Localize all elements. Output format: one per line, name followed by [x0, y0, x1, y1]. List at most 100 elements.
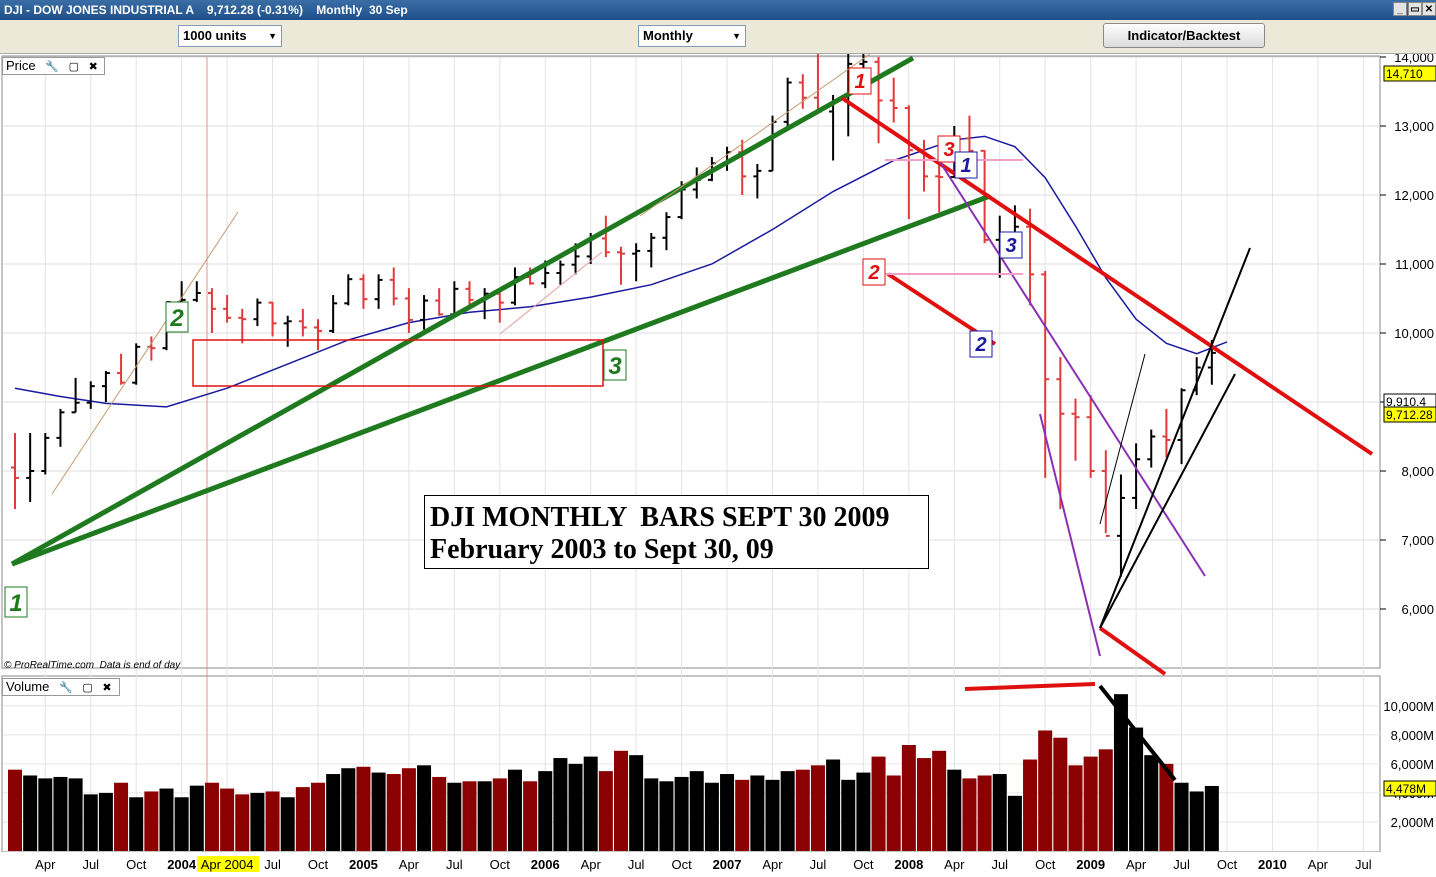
price-tick-label: 8,000 — [1401, 464, 1434, 479]
price-panel-header: Price 🔧 ▢ ✖ — [2, 57, 105, 75]
price-bar — [1116, 474, 1125, 577]
volume-bar — [810, 765, 825, 851]
x-tick-label: 2009 — [1076, 857, 1105, 872]
volume-bar — [265, 791, 280, 851]
volume-bar — [568, 763, 583, 851]
price-bar — [889, 77, 898, 123]
volume-bar — [417, 765, 432, 851]
x-tick-label: Apr — [581, 857, 602, 872]
volume-bar — [1159, 763, 1174, 851]
value-badge-label: 14,710 — [1386, 67, 1423, 81]
x-tick-label: Oct — [671, 857, 692, 872]
price-bar — [1056, 357, 1065, 509]
volume-bar — [720, 774, 735, 851]
channel-upper-line — [10, 55, 915, 567]
window-title: DJI - DOW JONES INDUSTRIAL A 9,712.28 (-… — [4, 3, 408, 17]
wave-label-box — [954, 151, 978, 179]
trend-guide-line — [499, 251, 603, 335]
value-badge-label: 9,712.28 — [1386, 408, 1433, 422]
volume-bar — [235, 794, 250, 851]
x-tick-label: Oct — [308, 857, 329, 872]
volume-bar — [1144, 755, 1159, 851]
window-titlebar: DJI - DOW JONES INDUSTRIAL A 9,712.28 (-… — [0, 0, 1436, 20]
price-bar — [207, 288, 216, 333]
close-button[interactable]: ✕ — [1422, 2, 1436, 16]
wave-label-box — [969, 330, 993, 358]
wave-label-box — [862, 258, 886, 286]
volume-bar — [674, 776, 689, 851]
wave-label-box — [848, 67, 872, 95]
trend-guide-line — [51, 211, 239, 495]
x-tick-label: Apr 2004 — [201, 857, 254, 872]
indicator-backtest-button[interactable]: Indicator/Backtest — [1103, 23, 1265, 48]
window-icon[interactable]: ▢ — [82, 682, 93, 694]
moving-average-line — [14, 135, 1228, 408]
x-tick-label: Oct — [490, 857, 511, 872]
volume-bar — [735, 779, 750, 851]
wave-label: 1 — [9, 590, 22, 617]
price-panel-frame — [1, 55, 1381, 669]
volume-bar — [1204, 785, 1219, 851]
price-bar — [1162, 408, 1171, 458]
toolbar: 1000 units ▼ Monthly ▼ Indicator/Backtes… — [0, 20, 1436, 54]
price-tick-label: 6,000 — [1401, 602, 1434, 617]
price-bar — [556, 260, 565, 285]
period-select[interactable]: Monthly ▼ — [638, 25, 746, 47]
wave-label: 2 — [169, 305, 184, 332]
price-bar — [101, 370, 110, 402]
price-bar — [223, 295, 232, 323]
volume-bar — [477, 781, 492, 851]
x-tick-label: 2006 — [531, 857, 560, 872]
wave-label-box — [4, 586, 28, 618]
window-icon[interactable]: ▢ — [68, 61, 79, 73]
volume-bar — [962, 778, 977, 851]
volume-bar — [977, 775, 992, 851]
price-bar — [11, 433, 19, 509]
volume-bar — [1083, 756, 1098, 851]
annotation-line-1: DJI MONTHLY BARS SEPT 30 2009 — [430, 502, 890, 533]
price-bar — [1132, 443, 1141, 509]
volume-bar — [538, 771, 553, 851]
volume-bar — [704, 782, 719, 851]
volume-bar — [220, 788, 235, 851]
wave-label: 3 — [943, 139, 954, 161]
price-tick-label: 13,000 — [1394, 119, 1434, 134]
volume-bar — [1023, 759, 1038, 851]
close-icon[interactable]: ✖ — [102, 682, 112, 694]
volume-bar — [462, 781, 477, 851]
x-tick-label: Jul — [628, 857, 645, 872]
volume-bar — [401, 768, 416, 851]
close-icon[interactable]: ✖ — [88, 61, 98, 73]
volume-bar — [1113, 694, 1128, 851]
x-tick-label: Jul — [446, 857, 463, 872]
uptrend-line — [1099, 353, 1146, 525]
wave-label-box — [999, 231, 1023, 259]
volume-bar — [38, 778, 53, 851]
volume-bar — [886, 775, 901, 851]
period-select-value: Monthly — [643, 28, 693, 43]
volume-bar — [1038, 730, 1053, 851]
volume-bar — [1129, 727, 1144, 851]
wrench-icon[interactable]: 🔧 — [59, 682, 73, 694]
value-badge — [1383, 406, 1436, 423]
wrench-icon[interactable]: 🔧 — [45, 61, 59, 73]
volume-bar — [356, 766, 371, 851]
volume-bar — [295, 787, 310, 851]
volume-bar — [189, 785, 204, 851]
volume-bar — [629, 755, 644, 851]
wave-label: 2 — [867, 262, 879, 284]
volume-bar — [250, 792, 265, 851]
x-tick-label: Jul — [810, 857, 827, 872]
price-bar — [268, 301, 277, 337]
minimize-button[interactable]: _ — [1393, 2, 1407, 16]
x-tick-label: 2010 — [1258, 857, 1287, 872]
price-tick-label: 12,000 — [1394, 188, 1434, 203]
restore-button[interactable]: ▭ — [1408, 2, 1422, 16]
units-select[interactable]: 1000 units ▼ — [178, 25, 282, 47]
volume-bar — [83, 794, 98, 851]
volume-bar — [689, 771, 704, 851]
volume-trend-line — [964, 682, 1096, 691]
x-tick-label: Jul — [264, 857, 281, 872]
price-bar — [344, 274, 353, 306]
price-bar — [117, 353, 126, 385]
